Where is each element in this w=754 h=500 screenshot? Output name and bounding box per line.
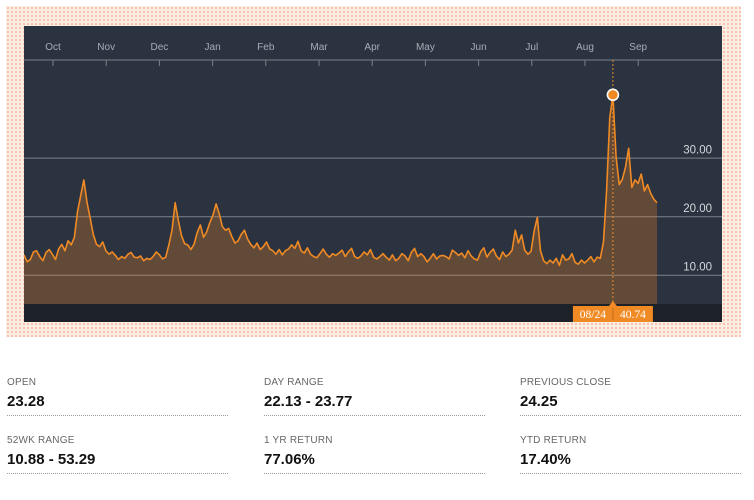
stat-value: 10.88 - 53.29 — [7, 451, 96, 468]
stat-divider — [7, 473, 228, 474]
hover-point-marker[interactable] — [606, 88, 620, 102]
stat-divider — [264, 473, 485, 474]
stat-divider — [520, 415, 741, 416]
stat-previous-close: PREVIOUS CLOSE 24.25 — [520, 377, 741, 416]
date-value-tooltip: 08/24 40.74 — [572, 301, 653, 322]
month-label: Jan — [205, 42, 221, 53]
month-label: Oct — [45, 42, 61, 53]
y-tick-label: 30.00 — [683, 145, 712, 157]
y-tick-label: 10.00 — [683, 262, 712, 274]
stat-1yr-return: 1 YR RETURN 77.06% — [264, 435, 485, 474]
month-label: Sep — [629, 42, 647, 53]
stat-label: 52WK RANGE — [7, 435, 75, 446]
price-chart[interactable]: Oct Nov Dec Jan Feb Mar Apr May Jun Jul Aug Sep 10.… — [24, 26, 722, 322]
stat-open: OPEN 23.28 — [7, 377, 228, 416]
stat-divider — [520, 473, 741, 474]
month-label: Jul — [525, 42, 538, 53]
month-label: Jun — [471, 42, 487, 53]
month-label: Feb — [257, 42, 275, 53]
stat-divider — [7, 415, 228, 416]
tooltip-date: 08/24 — [580, 309, 606, 321]
stat-day-range: DAY RANGE 22.13 - 23.77 — [264, 377, 485, 416]
stat-label: 1 YR RETURN — [264, 435, 333, 446]
month-label: Apr — [364, 42, 380, 53]
price-line — [24, 93, 658, 267]
y-tick-label: 20.00 — [683, 203, 712, 215]
price-area — [24, 94, 657, 304]
stat-ytd-return: YTD RETURN 17.40% — [520, 435, 741, 474]
month-label: Aug — [576, 42, 594, 53]
stat-52wk-range: 52WK RANGE 10.88 - 53.29 — [7, 435, 228, 474]
month-label: May — [416, 42, 435, 53]
stat-value: 17.40% — [520, 451, 571, 468]
tooltip-caret — [608, 301, 617, 306]
month-label: Mar — [310, 42, 328, 53]
stat-divider — [264, 415, 485, 416]
plot-background — [24, 26, 722, 322]
baseline-bar — [24, 304, 722, 322]
stat-value: 22.13 - 23.77 — [264, 393, 353, 410]
stat-value: 77.06% — [264, 451, 315, 468]
stat-label: OPEN — [7, 377, 37, 388]
month-label: Nov — [97, 42, 115, 53]
stat-value: 23.28 — [7, 393, 45, 410]
stat-value: 24.25 — [520, 393, 558, 410]
stat-label: DAY RANGE — [264, 377, 324, 388]
stat-label: PREVIOUS CLOSE — [520, 377, 612, 388]
stat-label: YTD RETURN — [520, 435, 587, 446]
tooltip-value: 40.74 — [620, 309, 646, 321]
month-label: Dec — [151, 42, 169, 53]
